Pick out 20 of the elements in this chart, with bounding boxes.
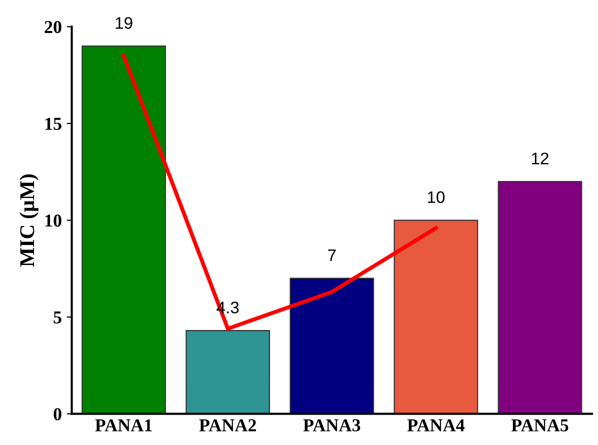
x-tick-label: PANA2 (199, 419, 256, 432)
x-tick-label: PANA3 (303, 419, 360, 432)
data-label: 19 (116, 17, 132, 29)
y-tick-label: 10 (45, 214, 62, 227)
y-tick-label: 15 (45, 118, 62, 130)
bar (498, 181, 582, 414)
x-tick-label: PANA1 (95, 419, 152, 432)
bar (394, 220, 478, 414)
y-axis-title: MIC (µM) (20, 174, 38, 267)
x-tick-label: PANA5 (511, 419, 568, 432)
data-label: 12 (532, 152, 548, 164)
y-tick-label: 0 (54, 408, 62, 420)
data-label: 10 (428, 191, 445, 204)
y-tick-label: 5 (54, 312, 62, 324)
data-label: 7 (328, 250, 336, 261)
x-tick-label: PANA4 (407, 419, 465, 432)
bar (82, 46, 166, 414)
bar (290, 278, 374, 414)
y-tick-label: 20 (44, 20, 62, 34)
bar (186, 330, 270, 414)
